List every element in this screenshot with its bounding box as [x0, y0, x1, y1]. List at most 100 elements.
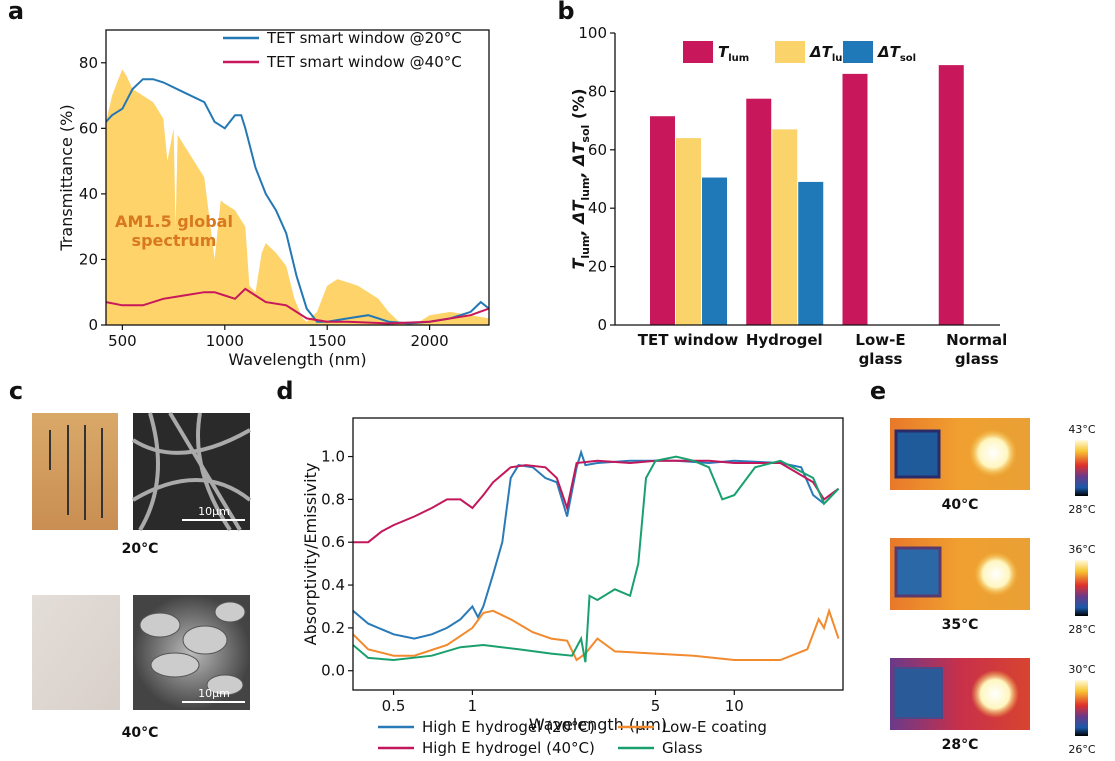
panel-letter: b: [557, 0, 575, 25]
line: [353, 455, 840, 663]
x-tick-label: 10: [725, 697, 744, 715]
area: [106, 69, 489, 325]
photo-20c: [32, 413, 118, 530]
colorbar-min: 28°C: [1068, 503, 1096, 516]
legend-label: ΔTlum: [809, 43, 853, 64]
particles: [139, 601, 246, 696]
y-tick-label: 60: [79, 119, 98, 137]
y-tick-label: 20: [588, 258, 607, 276]
colorbar-max: 36°C: [1068, 543, 1096, 556]
y-tick-label: 0.4: [321, 576, 345, 594]
legend-subscript: lum: [728, 53, 749, 64]
scale-bar-label: 10μm: [198, 505, 230, 518]
y-tick-label: 0.6: [321, 533, 345, 551]
legend-label: TET smart window @20°C: [266, 29, 462, 47]
y-axis-title-part: T: [569, 258, 588, 270]
y-tick-label: 100: [578, 24, 607, 42]
x-tick-label: 500: [108, 332, 137, 350]
caption: 40°C: [941, 497, 979, 513]
thermal-40c: [890, 418, 1088, 496]
y-tick-label: 80: [588, 82, 607, 100]
x-tick-label: 1: [468, 697, 478, 715]
y-axis-title: Tlum, ΔTlum, ΔTsol (%): [569, 88, 592, 269]
panel-letter: c: [8, 377, 24, 405]
y-tick-label: 20: [79, 250, 98, 268]
y-axis-title: Absorptivity/Emissivity: [301, 463, 320, 646]
calligraphy: [49, 425, 103, 520]
y-tick-label: 80: [79, 54, 98, 72]
x-axis-title: Wavelength (μm): [529, 715, 667, 734]
bar: [676, 138, 701, 325]
line: [106, 287, 489, 325]
area-label: AM1.5 global spectrum: [115, 212, 233, 250]
bar: [650, 116, 675, 325]
legend-label: Tlum: [718, 43, 749, 64]
legend-label: ΔTsol: [877, 43, 916, 64]
legend-subscript: sol: [900, 53, 916, 64]
y-tick-label: 40: [79, 185, 98, 203]
y-axis-title-subscript: lum: [579, 178, 592, 201]
panel-letter: e: [869, 377, 887, 405]
caption: 35°C: [941, 617, 979, 633]
x-tick-label: 1000: [206, 332, 244, 350]
y-tick-label: 1.0: [321, 448, 345, 466]
bar: [938, 65, 964, 326]
caption: 20°C: [121, 541, 159, 557]
legend-label: High E hydrogel (40°C): [422, 739, 595, 757]
y-axis-title-part: , ΔT: [569, 141, 588, 178]
panel-letter: d: [276, 377, 294, 405]
legend-name: ΔT: [809, 43, 834, 61]
legend-swatch: [775, 41, 805, 63]
legend-label: Low-E coating: [662, 718, 767, 736]
legend-label: Glass: [662, 739, 703, 757]
x-tick-label: Hydrogel: [745, 331, 823, 349]
y-axis-title-part: , ΔT: [569, 200, 588, 237]
plot-frame: [105, 29, 490, 326]
bar: [798, 181, 824, 325]
colorbar-min: 28°C: [1068, 623, 1096, 636]
x-tick-label: Normal glass: [946, 331, 1008, 368]
legend-swatch: [683, 41, 713, 63]
y-tick-label: 0.8: [321, 490, 345, 508]
line: [353, 459, 840, 544]
plot-frame: [352, 417, 844, 691]
y-axis-title-subscript: lum: [579, 236, 592, 259]
colorbar-max: 43°C: [1068, 423, 1096, 436]
y-tick-label: 60: [588, 141, 607, 159]
legend-swatch: [843, 41, 873, 63]
panel-letter: a: [7, 0, 25, 25]
x-tick-label: 2000: [411, 332, 449, 350]
colorbar-min: 26°C: [1068, 743, 1096, 756]
x-tick-label: 1500: [308, 332, 346, 350]
y-tick-label: 0.0: [321, 662, 345, 680]
fibers: [131, 411, 252, 532]
legend-name: ΔT: [877, 43, 902, 61]
y-axis-title: Transmittance (%): [57, 104, 76, 251]
legend-subscript: lum: [832, 53, 853, 64]
x-tick-label: 5: [651, 697, 661, 715]
y-tick-label: 0: [88, 316, 98, 334]
y-tick-label: 40: [588, 199, 607, 217]
caption: 40°C: [121, 725, 159, 741]
legend-name: T: [718, 43, 730, 61]
scale-bar-label: 10μm: [198, 687, 230, 700]
line: [353, 607, 840, 662]
x-tick-label: TET window: [637, 331, 739, 349]
caption: 28°C: [941, 737, 979, 753]
colorbar-max: 30°C: [1068, 663, 1096, 676]
photo-40c: [32, 595, 120, 710]
legend-label: TET smart window @40°C: [266, 53, 462, 71]
x-axis-title: Wavelength (nm): [228, 350, 366, 369]
x-tick-label: Low-E glass: [855, 331, 906, 368]
y-tick-label: 0: [597, 316, 607, 334]
bar: [842, 73, 868, 325]
y-axis-title-part: (%): [569, 88, 588, 124]
legend-label: High E hydrogel (20°C): [422, 718, 595, 736]
y-axis-title-subscript: sol: [579, 125, 592, 143]
bar: [746, 98, 772, 325]
bar: [772, 129, 798, 325]
thermal-28c: [890, 658, 1088, 736]
thermal-35c: [890, 538, 1088, 616]
